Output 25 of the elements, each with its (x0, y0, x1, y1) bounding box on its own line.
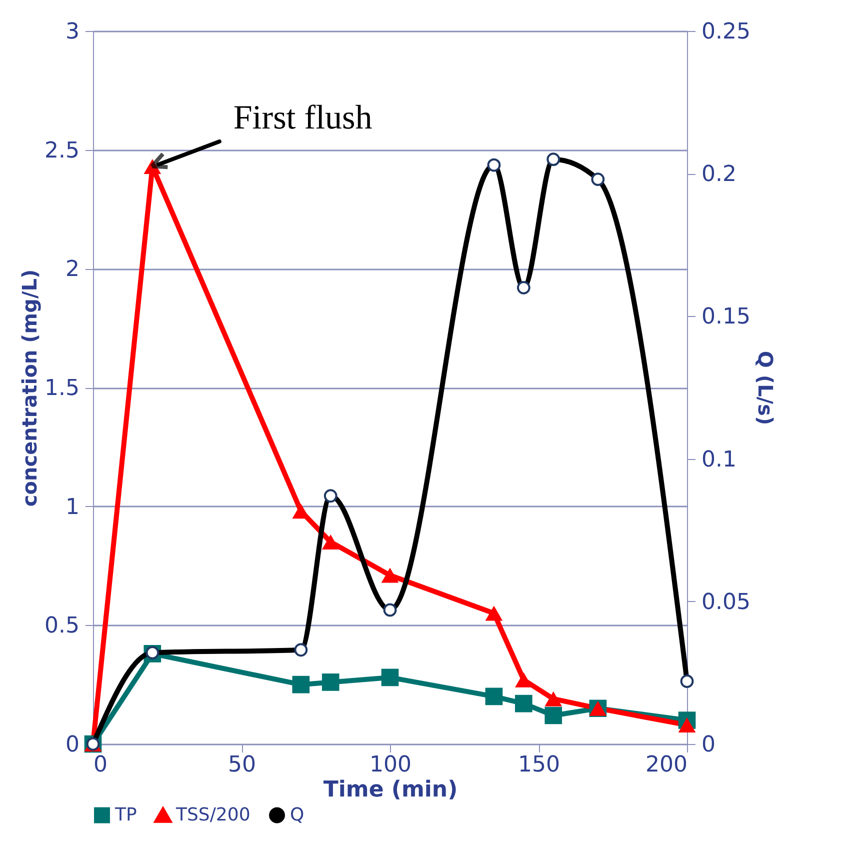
legend-label: TSS/200 (175, 804, 250, 826)
x-axis-title: Time (min) (323, 778, 458, 802)
y-tick-label: 2 (66, 257, 80, 282)
x-tick-label: 50 (228, 752, 256, 778)
y2-axis-title: Q (L/s) (753, 350, 778, 426)
x-tick-label: 200 (646, 752, 688, 778)
y2-tick-label: 0.1 (702, 447, 736, 472)
y-tick-label: 1 (66, 494, 80, 520)
legend-label: TP (114, 804, 137, 826)
legend-label: Q (290, 804, 304, 826)
y2-tick-label: 0.2 (702, 162, 736, 188)
y2-tick-label: 0.05 (702, 590, 750, 615)
x-tick-label: 100 (370, 752, 412, 778)
annotation: First flush (233, 99, 372, 136)
y-tick-label: 3 (66, 20, 80, 44)
y-axis-title: concentration (mg/L) (18, 269, 42, 507)
x-tick-label: 150 (518, 752, 560, 778)
y-tick-label: 2.5 (44, 138, 80, 164)
y-tick-label: 1.5 (44, 376, 80, 401)
x-tick-label: 0 (94, 752, 108, 778)
y-tick-label: 0.5 (44, 614, 80, 639)
y2-tick-label: 0.15 (702, 304, 750, 330)
y2-tick-label: 0 (702, 732, 716, 758)
y-tick-label: 0 (66, 732, 80, 758)
y2-tick-label: 0.25 (702, 20, 750, 44)
